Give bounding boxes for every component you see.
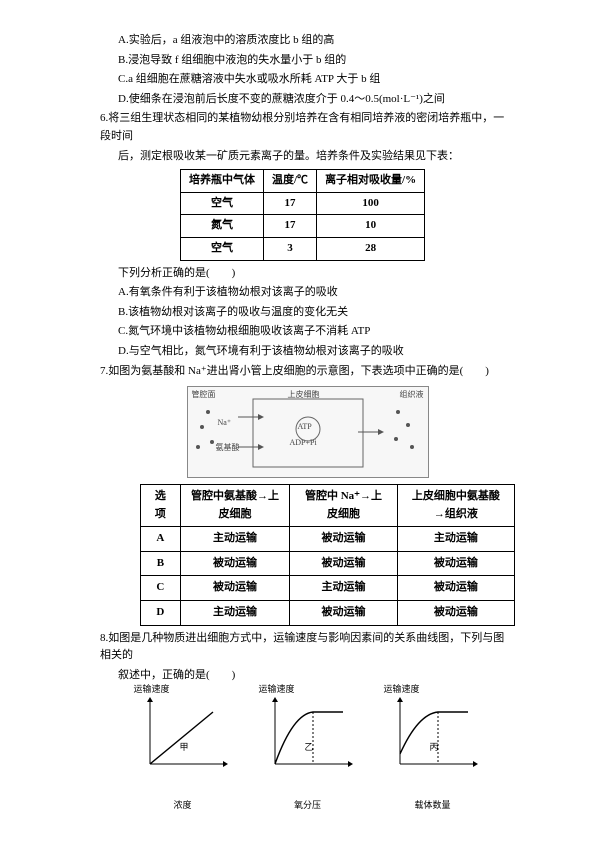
q7-a-c3: 主动运输 — [397, 527, 514, 552]
table-row: 选项 管腔中氨基酸→上皮细胞 管腔中 Na⁺→上皮细胞 上皮细胞中氨基酸→组织液 — [141, 485, 515, 527]
q6-c21: 3 — [264, 237, 317, 260]
q7-a-c1: 主动运输 — [180, 527, 290, 552]
q7-a-c2: 被动运输 — [290, 527, 397, 552]
q6-lead: 下列分析正确的是( ) — [100, 265, 515, 283]
q5-option-a: A.实验后，a 组液泡中的溶质浓度比 b 组的高 — [100, 32, 515, 50]
graph3-inner: 丙 — [430, 740, 439, 754]
q6-c10: 氮气 — [181, 215, 264, 238]
q7-b-c2: 被动运输 — [290, 551, 397, 576]
q6-option-c: C.氮气环境中该植物幼根细胞吸收该离子不消耗 ATP — [100, 323, 515, 341]
q6-stem-line2: 后，测定根吸收某一矿质元素离子的量。培养条件及实验结果见下表： — [100, 148, 515, 166]
q8-stem-line1: 8.如图是几种物质进出细胞方式中，运输速度与影响因素间的关系曲线图，下列与图相关… — [100, 630, 515, 665]
graph-3: 运输速度 丙 载体数量 — [388, 694, 478, 784]
q6-c02: 100 — [317, 192, 425, 215]
q6-th-2: 离子相对吸收量/% — [317, 170, 425, 193]
graph2-svg — [263, 694, 353, 774]
graph2-inner: 乙 — [305, 740, 314, 754]
graph2-ylabel: 运输速度 — [259, 682, 295, 696]
q5-option-d: D.使细条在浸泡前后长度不变的蔗糖浓度介于 0.4～0.5(mol·L⁻¹)之间 — [100, 91, 515, 109]
q6-option-b: B.该植物幼根对该离子的吸收与温度的变化无关 — [100, 304, 515, 322]
table-row: 空气 17 100 — [181, 192, 425, 215]
q6-th-0: 培养瓶中气体 — [181, 170, 264, 193]
q7-b-c3: 被动运输 — [397, 551, 514, 576]
q7-b-c0: B — [141, 551, 181, 576]
q7-d-c3: 被动运输 — [397, 601, 514, 626]
q7-c-c1: 被动运输 — [180, 576, 290, 601]
graph1-ylabel: 运输速度 — [134, 682, 170, 696]
q7-diagram-svg — [188, 387, 428, 477]
q5-option-c: C.a 组细胞在蔗糖溶液中失水或吸水所耗 ATP 大于 b 组 — [100, 71, 515, 89]
q7-d-c0: D — [141, 601, 181, 626]
q7-c-c2: 主动运输 — [290, 576, 397, 601]
table-row: B 被动运输 被动运输 被动运输 — [141, 551, 515, 576]
q7-a-c0: A — [141, 527, 181, 552]
table-row: 空气 3 28 — [181, 237, 425, 260]
graph3-svg — [388, 694, 478, 774]
q7-table: 选项 管腔中氨基酸→上皮细胞 管腔中 Na⁺→上皮细胞 上皮细胞中氨基酸→组织液… — [140, 484, 515, 626]
q7-h3: 上皮细胞中氨基酸→组织液 — [397, 485, 514, 527]
q6-option-a: A.有氧条件有利于该植物幼根对该离子的吸收 — [100, 284, 515, 302]
q7-b-c1: 被动运输 — [180, 551, 290, 576]
q6-option-d: D.与空气相比，氮气环境有利于该植物幼根对该离子的吸收 — [100, 343, 515, 361]
table-row: C 被动运输 主动运输 被动运输 — [141, 576, 515, 601]
q6-c01: 17 — [264, 192, 317, 215]
graph1-caption: 浓度 — [138, 798, 228, 812]
q6-c11: 17 — [264, 215, 317, 238]
graph3-ylabel: 运输速度 — [384, 682, 420, 696]
q6-c00: 空气 — [181, 192, 264, 215]
q7-stem: 7.如图为氨基酸和 Na⁺进出肾小管上皮细胞的示意图，下表选项中正确的是( ) — [100, 363, 515, 381]
q5-option-b: B.浸泡导致 f 组细胞中液泡的失水量小于 b 组的 — [100, 52, 515, 70]
graph2-caption: 氧分压 — [263, 798, 353, 812]
graph1-svg — [138, 694, 228, 774]
graph-1: 运输速度 甲 浓度 — [138, 694, 228, 784]
q7-diagram: 管腔面 上皮细胞 组织液 ATP ADP+Pi Na⁺ 氨基酸 — [187, 386, 429, 478]
q6-th-1: 温度/℃ — [264, 170, 317, 193]
table-row: 氮气 17 10 — [181, 215, 425, 238]
table-row: 培养瓶中气体 温度/℃ 离子相对吸收量/% — [181, 170, 425, 193]
q7-h2: 管腔中 Na⁺→上皮细胞 — [290, 485, 397, 527]
q7-d-c1: 主动运输 — [180, 601, 290, 626]
graph3-caption: 载体数量 — [388, 798, 478, 812]
q6-c12: 10 — [317, 215, 425, 238]
table-row: D 主动运输 被动运输 被动运输 — [141, 601, 515, 626]
q7-c-c0: C — [141, 576, 181, 601]
q7-d-c2: 被动运输 — [290, 601, 397, 626]
graph1-inner: 甲 — [180, 740, 189, 754]
q7-c-c3: 被动运输 — [397, 576, 514, 601]
q6-table: 培养瓶中气体 温度/℃ 离子相对吸收量/% 空气 17 100 氮气 17 10… — [180, 169, 425, 260]
table-row: A 主动运输 被动运输 主动运输 — [141, 527, 515, 552]
q8-graphs: 运输速度 甲 浓度 运输速度 乙 氧分压 — [120, 694, 495, 784]
q6-stem-line1: 6.将三组生理状态相同的某植物幼根分别培养在含有相同培养液的密闭培养瓶中，一段时… — [100, 110, 515, 145]
q7-h1: 管腔中氨基酸→上皮细胞 — [180, 485, 290, 527]
q6-c22: 28 — [317, 237, 425, 260]
q6-c20: 空气 — [181, 237, 264, 260]
q7-h0: 选项 — [141, 485, 181, 527]
graph-2: 运输速度 乙 氧分压 — [263, 694, 353, 784]
